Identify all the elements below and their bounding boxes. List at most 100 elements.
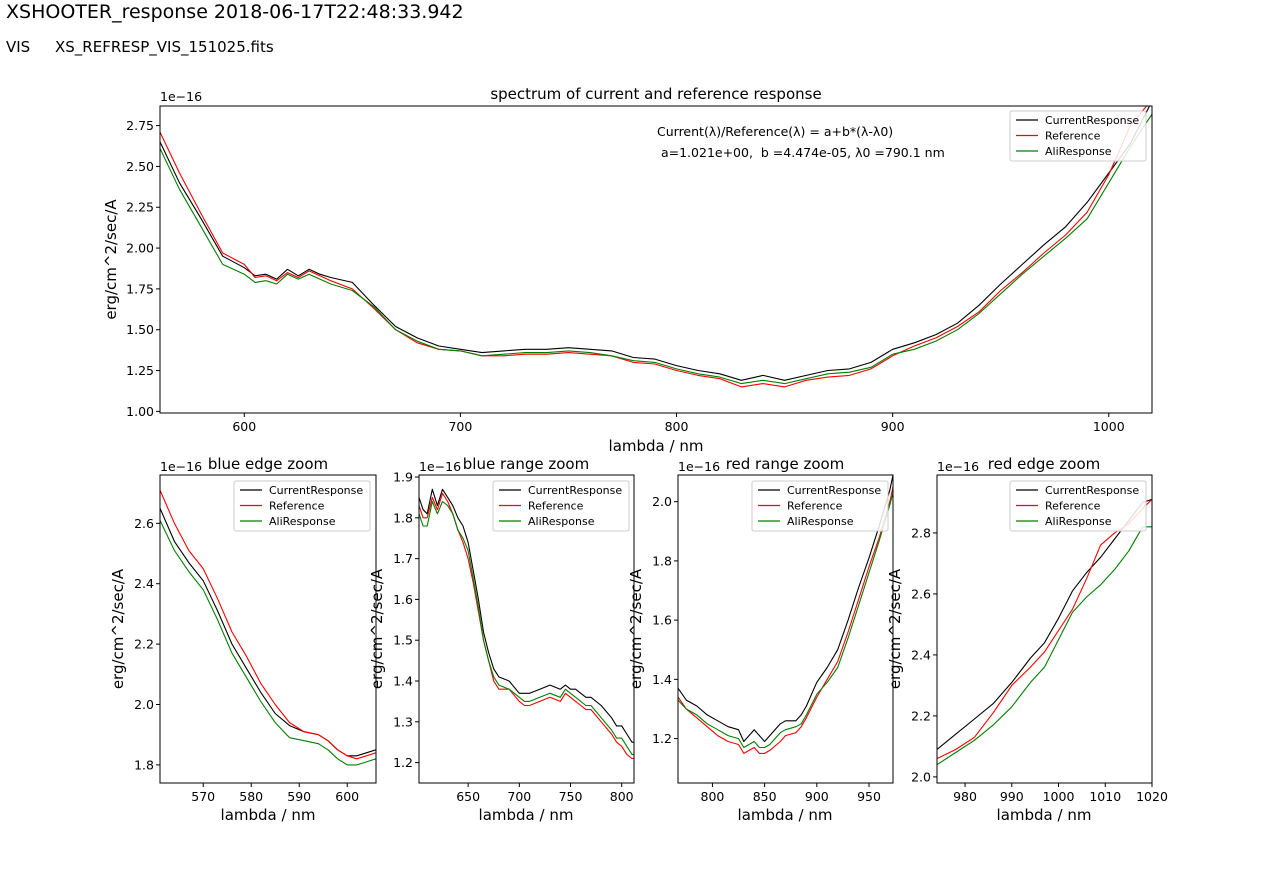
plot-title: red range zoom — [726, 455, 845, 473]
legend-label-aliresponse: AliResponse — [269, 515, 336, 528]
x-tick-label: 900 — [881, 419, 905, 434]
x-tick-label: 700 — [507, 789, 531, 804]
x-tick-label: 600 — [232, 419, 256, 434]
y-tick-label: 2.2 — [134, 637, 154, 652]
legend: CurrentResponse Reference AliResponse — [1009, 110, 1147, 162]
y-tick-label: 2.00 — [126, 241, 154, 256]
y-tick-label: 1.50 — [126, 322, 154, 337]
plot-red-edge-zoom: 980 990 1000 1010 1020 2.0 2.2 2.4 2.6 2.8 1e−16 re… — [886, 455, 1168, 824]
axes-frame — [159, 474, 377, 784]
legend-label-reference: Reference — [269, 500, 325, 513]
series-line-reference — [160, 106, 1148, 388]
y-tick-label: 1.9 — [393, 470, 413, 485]
series-line-aliresponse — [937, 526, 1152, 766]
y-tick-label: 1.5 — [393, 633, 413, 648]
x-tick-label: 1000 — [1043, 789, 1075, 804]
x-tick-label: 900 — [805, 789, 829, 804]
x-tick-label: 580 — [239, 789, 263, 804]
legend-label-aliresponse: AliResponse — [1045, 145, 1112, 158]
x-tick-label: 1020 — [1136, 789, 1168, 804]
plot-title: spectrum of current and reference respon… — [490, 85, 821, 103]
series-line-currentresponse — [937, 498, 1152, 750]
y-offset-label: 1e−16 — [419, 459, 461, 474]
y-offset-label: 1e−16 — [678, 459, 720, 474]
y-tick-label: 1.8 — [652, 553, 672, 568]
series-line-reference — [160, 489, 376, 760]
plot-blue-range-zoom: 650 700 750 800 1.2 1.3 1.4 1.5 1.6 1.7 1.8 1.9 1e−1… — [368, 455, 635, 824]
x-axis-label: lambda / nm — [221, 806, 316, 824]
series-line-aliresponse — [678, 492, 893, 749]
plot-title: blue edge zoom — [208, 455, 328, 473]
y-tick-label: 1.25 — [126, 363, 154, 378]
series-line-reference — [678, 486, 893, 754]
y-tick-label: 1.8 — [134, 757, 154, 772]
y-tick-label: 1.2 — [652, 731, 672, 746]
y-tick-label: 1.6 — [652, 613, 672, 628]
x-tick-label: 1000 — [1093, 419, 1125, 434]
legend-box — [492, 480, 630, 532]
legend: CurrentResponse Reference AliResponse — [492, 480, 630, 532]
legend: CurrentResponse Reference AliResponse — [1009, 480, 1147, 532]
x-tick-label: 590 — [287, 789, 311, 804]
x-axis-label: lambda / nm — [997, 806, 1092, 824]
legend-box — [233, 480, 371, 532]
legend-label-aliresponse: AliResponse — [787, 515, 854, 528]
y-tick-label: 1.75 — [126, 281, 154, 296]
plot-red-range-zoom: 800 850 900 950 1.2 1.4 1.6 1.8 2.0 1e−16 red rang… — [627, 455, 894, 824]
legend-label-currentresponse: CurrentResponse — [787, 484, 881, 497]
legend-box — [1009, 110, 1147, 162]
y-tick-label: 2.2 — [911, 708, 931, 723]
series-line-currentresponse — [678, 475, 893, 743]
x-tick-label: 750 — [559, 789, 583, 804]
y-tick-label: 2.75 — [126, 118, 154, 133]
plot-spectrum-of-current-and-reference-response: 600 700 800 900 1000 1.00 1.25 1.50 1.75 2.00 2.25… — [102, 85, 1153, 455]
y-tick-label: 2.8 — [911, 525, 931, 540]
y-tick-label: 2.6 — [911, 586, 931, 601]
y-axis-label: erg/cm^2/sec/A — [886, 568, 904, 689]
series-line-aliresponse — [419, 500, 634, 755]
file-name-label: XS_REFRESP_VIS_151025.fits — [55, 38, 274, 56]
y-tick-label: 2.4 — [134, 576, 154, 591]
y-axis-label: erg/cm^2/sec/A — [627, 568, 645, 689]
x-tick-label: 570 — [191, 789, 215, 804]
legend-label-currentresponse: CurrentResponse — [1045, 484, 1139, 497]
series-line-currentresponse — [160, 507, 376, 757]
axes-frame — [159, 105, 1153, 414]
series-line-reference — [419, 492, 634, 760]
axes-frame — [418, 474, 635, 784]
plot-title: blue range zoom — [463, 455, 589, 473]
legend: CurrentResponse Reference AliResponse — [233, 480, 371, 532]
y-tick-label: 1.6 — [393, 592, 413, 607]
x-tick-label: 800 — [665, 419, 689, 434]
series-line-reference — [937, 499, 1152, 760]
legend-label-reference: Reference — [1045, 130, 1101, 143]
y-axis-label: erg/cm^2/sec/A — [109, 568, 127, 689]
series-line-currentresponse — [419, 488, 634, 743]
x-tick-label: 1010 — [1089, 789, 1121, 804]
legend-label-reference: Reference — [528, 500, 584, 513]
y-tick-label: 1.7 — [393, 551, 413, 566]
x-tick-label: 800 — [610, 789, 634, 804]
x-tick-label: 850 — [753, 789, 777, 804]
y-tick-label: 2.0 — [911, 769, 931, 784]
x-tick-label: 950 — [857, 789, 881, 804]
y-tick-label: 1.4 — [652, 672, 672, 687]
x-tick-label: 800 — [701, 789, 725, 804]
legend-label-reference: Reference — [787, 500, 843, 513]
y-offset-label: 1e−16 — [937, 459, 979, 474]
y-tick-label: 1.2 — [393, 755, 413, 770]
x-tick-label: 650 — [456, 789, 480, 804]
legend-label-reference: Reference — [1045, 500, 1101, 513]
y-tick-label: 1.4 — [393, 674, 413, 689]
legend-box — [1009, 480, 1147, 532]
fit-annotation: Current(λ)/Reference(λ) = a+b*(λ-λ0) — [657, 124, 893, 139]
y-tick-label: 1.8 — [393, 510, 413, 525]
fit-annotation: a=1.021e+00, b =4.474e-05, λ0 =790.1 nm — [657, 145, 945, 160]
legend: CurrentResponse Reference AliResponse — [751, 480, 889, 532]
legend-label-currentresponse: CurrentResponse — [1045, 114, 1139, 127]
legend-label-currentresponse: CurrentResponse — [528, 484, 622, 497]
y-tick-label: 2.50 — [126, 159, 154, 174]
y-tick-label: 2.25 — [126, 200, 154, 215]
y-axis-label: erg/cm^2/sec/A — [368, 568, 386, 689]
y-tick-label: 2.0 — [652, 494, 672, 509]
